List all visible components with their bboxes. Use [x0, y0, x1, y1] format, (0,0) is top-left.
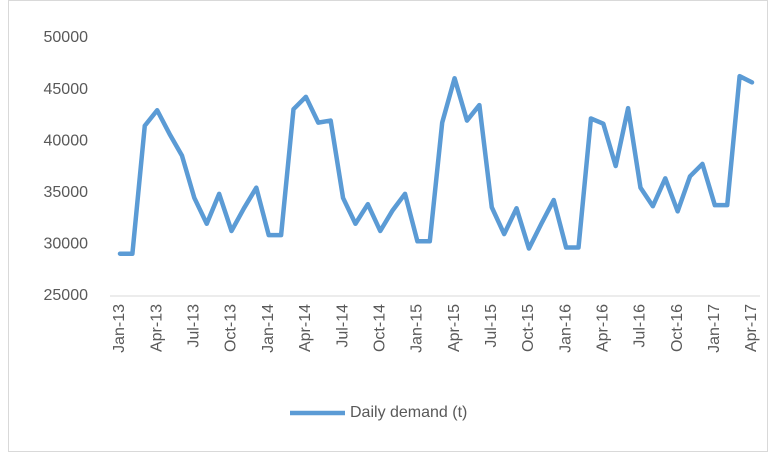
x-tick-label: Jul-16 — [632, 304, 649, 348]
x-tick-label: Apr-16 — [595, 304, 612, 352]
x-tick-label: Jul-14 — [334, 304, 351, 348]
y-tick-label: 50000 — [44, 29, 89, 46]
y-tick-label: 45000 — [44, 81, 89, 98]
x-tick-label: Jan-15 — [409, 304, 426, 353]
y-tick-label: 30000 — [44, 236, 89, 253]
x-tick-label: Jul-15 — [483, 304, 500, 348]
x-tick-label: Oct-14 — [371, 304, 388, 352]
x-tick-label: Apr-14 — [297, 304, 314, 352]
x-tick-label: Jan-16 — [557, 304, 574, 353]
y-tick-label: 35000 — [44, 184, 89, 201]
legend-label: Daily demand (t) — [350, 404, 467, 421]
x-tick-label: Apr-17 — [743, 304, 760, 352]
data-line — [117, 73, 755, 256]
x-tick-label: Oct-16 — [669, 304, 686, 352]
x-tick-label: Apr-15 — [446, 304, 463, 352]
x-tick-label: Jan-13 — [111, 304, 128, 353]
chart-frame — [8, 0, 768, 452]
x-tick-label: Jan-14 — [260, 304, 277, 353]
x-tick-label: Oct-13 — [223, 304, 240, 352]
x-tick-label: Oct-15 — [520, 304, 537, 352]
x-tick-label: Jul-13 — [186, 304, 203, 348]
x-tick-label: Apr-13 — [148, 304, 165, 352]
y-tick-label: 40000 — [44, 132, 89, 149]
y-tick-label: 25000 — [44, 287, 89, 304]
x-tick-label: Jan-17 — [706, 304, 723, 353]
